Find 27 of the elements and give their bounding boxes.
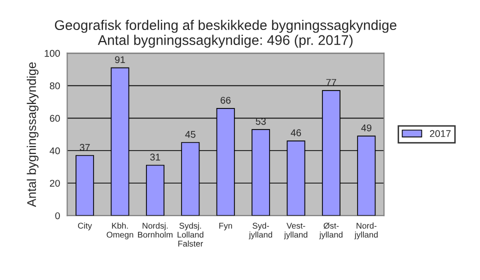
x-tick-label: Kbh. Omegn bbox=[106, 222, 134, 240]
data-label: 66 bbox=[220, 96, 231, 104]
x-tick-label: City bbox=[78, 222, 92, 230]
chart-title: Geografisk fordeling af beskikkede bygningssagkyndige Antal bygningssagkyndige: 496 (pr. 2017) bbox=[54, 20, 396, 48]
x-tick-label: Sydsj. Lolland Falster bbox=[178, 222, 204, 247]
data-label: 46 bbox=[290, 129, 301, 136]
x-tick-label: Vest- jylland bbox=[284, 222, 308, 240]
data-label: 77 bbox=[326, 79, 336, 86]
legend-label: 2017 bbox=[430, 130, 451, 138]
data-label: 53 bbox=[256, 118, 266, 125]
x-tick-label: Øst- jylland bbox=[319, 222, 342, 240]
y-tick-label: 40 bbox=[50, 147, 60, 154]
x-tick-label: Nord- jylland bbox=[354, 222, 378, 240]
y-tick-label: 60 bbox=[50, 114, 60, 122]
y-tick-label: 0 bbox=[55, 212, 60, 220]
data-label: 37 bbox=[80, 144, 90, 151]
data-label: 45 bbox=[185, 131, 196, 138]
x-tick-label: Fyn bbox=[219, 222, 232, 230]
x-tick-label: Syd- jylland bbox=[248, 222, 272, 240]
y-tick-label: 100 bbox=[44, 50, 60, 57]
data-label: 49 bbox=[361, 124, 372, 132]
x-tick-label: Nordsj. Bornholm bbox=[138, 222, 172, 238]
data-label: 91 bbox=[115, 56, 125, 64]
y-tick-label: 20 bbox=[50, 180, 60, 187]
y-axis-title: Antal bygningssagkyndige bbox=[26, 62, 38, 207]
y-tick-label: 80 bbox=[50, 82, 60, 90]
data-label: 31 bbox=[150, 154, 160, 161]
